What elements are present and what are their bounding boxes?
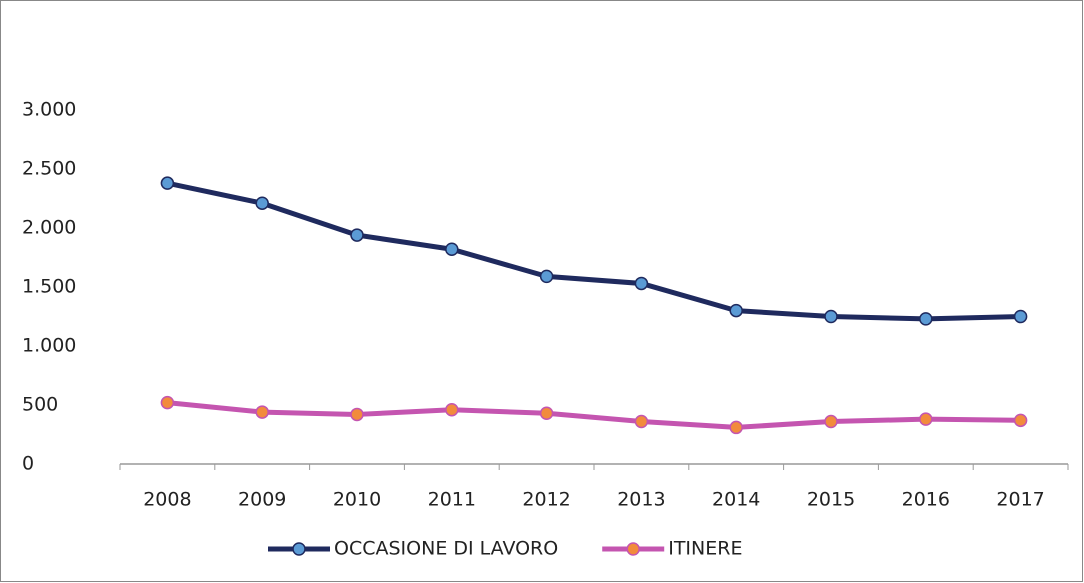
marker bbox=[824, 414, 838, 429]
y-tick-label: 1.500 bbox=[22, 276, 76, 298]
y-tick-label: 0 bbox=[22, 453, 34, 475]
series-line bbox=[166, 180, 1021, 322]
marker bbox=[445, 402, 459, 417]
marker bbox=[634, 276, 649, 291]
marker bbox=[539, 406, 554, 421]
x-tick-label: 2008 bbox=[143, 489, 191, 511]
y-tick-label: 1.000 bbox=[22, 335, 76, 357]
x-tick-label: 2015 bbox=[807, 489, 855, 511]
marker bbox=[255, 196, 269, 210]
x-tick-label: 2013 bbox=[617, 489, 665, 511]
marker bbox=[160, 176, 175, 190]
marker bbox=[1013, 309, 1028, 324]
legend-marker bbox=[292, 542, 306, 556]
marker bbox=[255, 405, 269, 419]
x-tick-label: 2010 bbox=[333, 489, 381, 511]
x-tick-label: 2012 bbox=[522, 489, 570, 511]
marker bbox=[919, 412, 933, 426]
x-tick-label: 2011 bbox=[428, 489, 476, 511]
x-tick-label: 2016 bbox=[902, 489, 950, 511]
marker bbox=[824, 309, 838, 324]
y-tick-label: 2.000 bbox=[22, 217, 76, 239]
marker bbox=[1013, 413, 1028, 428]
legend-label: ITINERE bbox=[668, 538, 742, 560]
x-tick-label: 2014 bbox=[712, 489, 760, 511]
marker bbox=[539, 269, 554, 284]
legend-label: OCCASIONE DI LAVORO bbox=[334, 538, 558, 560]
y-tick-label: 2.500 bbox=[22, 158, 76, 180]
y-tick-label: 500 bbox=[22, 394, 58, 416]
marker bbox=[160, 395, 175, 410]
marker bbox=[445, 242, 459, 256]
y-tick-label: 3.000 bbox=[22, 99, 76, 121]
marker bbox=[350, 228, 364, 242]
marker bbox=[729, 303, 743, 318]
marker bbox=[350, 407, 364, 422]
legend-marker bbox=[626, 542, 640, 556]
series-line bbox=[167, 400, 1021, 430]
marker bbox=[634, 414, 649, 429]
x-tick-label: 2009 bbox=[238, 489, 286, 511]
marker bbox=[919, 312, 933, 326]
x-tick-label: 2017 bbox=[996, 489, 1044, 511]
marker bbox=[729, 420, 743, 435]
